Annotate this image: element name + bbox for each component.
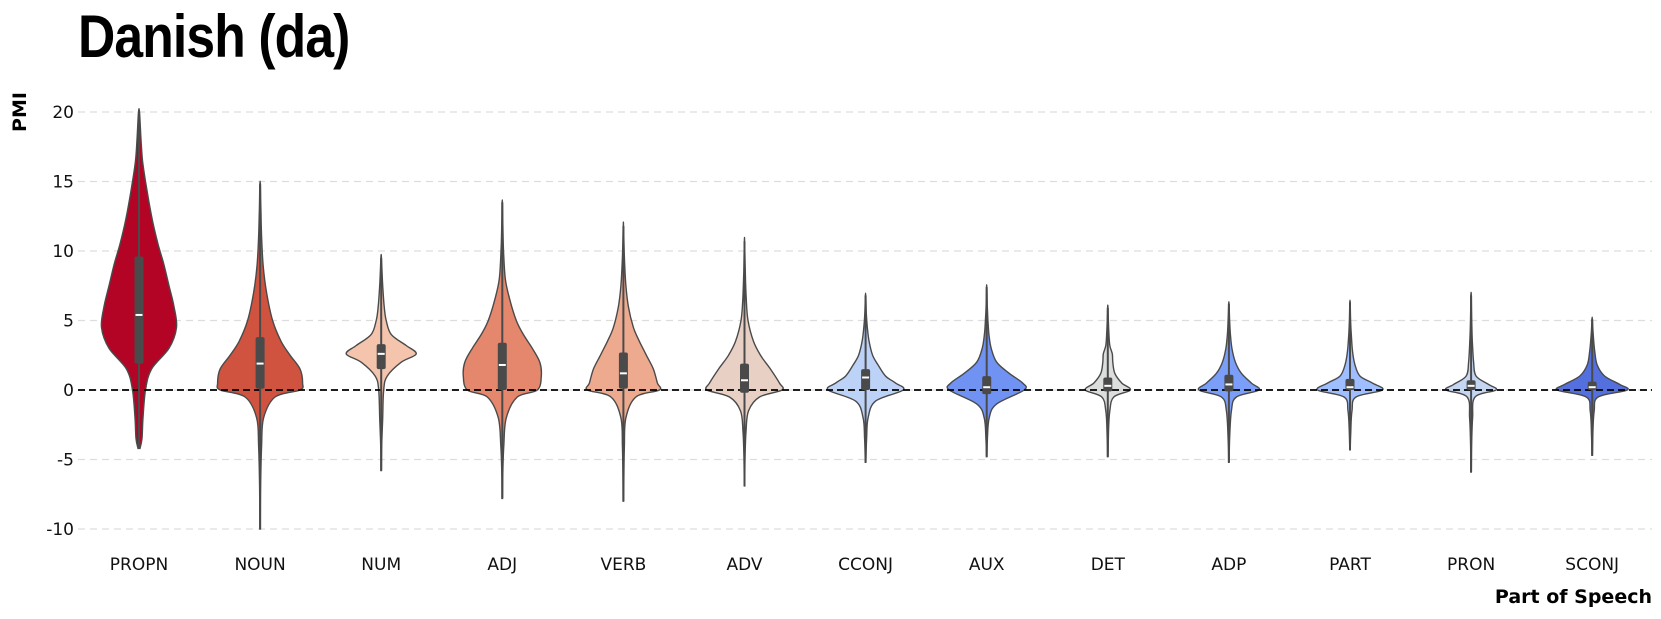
x-tick-label: SCONJ <box>1565 555 1619 575</box>
iqr-box-adv <box>740 363 749 393</box>
x-tick-label: PART <box>1329 555 1371 575</box>
x-tick-label: PRON <box>1447 555 1495 575</box>
iqr-box-part <box>1345 378 1355 390</box>
iqr-box-cconj <box>861 369 871 390</box>
x-tick-label: NUM <box>361 555 401 575</box>
x-tick-label: AUX <box>969 555 1005 575</box>
chart-title: Danish (da) <box>78 3 350 70</box>
iqr-box-verb <box>618 352 628 389</box>
y-tick-label: -5 <box>57 451 74 471</box>
iqr-box-num <box>376 344 386 370</box>
x-tick-label: DET <box>1091 555 1126 575</box>
boxplot-layer <box>134 112 1597 529</box>
iqr-box-propn <box>134 256 144 364</box>
iqr-box-aux <box>982 376 992 395</box>
y-tick-label: 20 <box>52 103 74 123</box>
y-tick-label: -10 <box>46 520 74 540</box>
x-tick-label: VERB <box>600 555 646 575</box>
x-tick-label: CCONJ <box>838 555 893 575</box>
iqr-box-adp <box>1224 374 1234 392</box>
x-tick-label: ADJ <box>487 555 517 575</box>
x-tick-label: NOUN <box>234 555 285 575</box>
y-tick-label: 0 <box>63 381 74 401</box>
label-layer: -10 -5 0 5 10 15 20 PROPN NOUN NUM ADJ VERB ADV CCONJ… <box>46 103 1619 575</box>
iqr-box-adj <box>497 342 507 390</box>
x-axis-title: Part of Speech <box>1495 586 1652 608</box>
x-tick-label: ADV <box>726 555 762 575</box>
y-axis-title: PMI <box>9 92 31 132</box>
y-tick-label: 10 <box>52 242 74 262</box>
y-tick-label: 5 <box>63 312 74 332</box>
y-tick-label: 15 <box>52 173 74 193</box>
x-tick-label: ADP <box>1211 555 1246 575</box>
iqr-box-det <box>1103 377 1113 392</box>
iqr-box-sconj <box>1587 381 1597 390</box>
x-tick-label: PROPN <box>110 555 168 575</box>
